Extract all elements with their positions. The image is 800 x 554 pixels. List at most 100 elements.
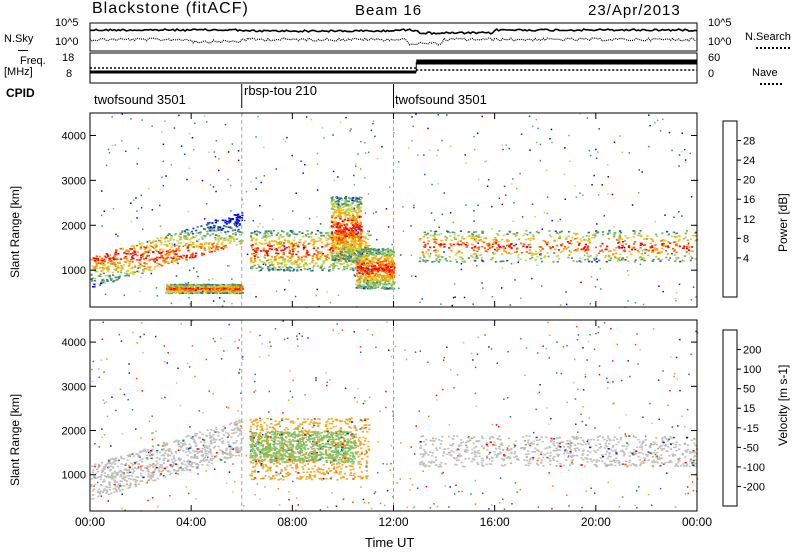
- power-echo-pixel: [95, 255, 98, 257]
- power-noise-pixel: [319, 223, 322, 225]
- power-echo-pixel: [358, 222, 361, 225]
- power-echo-pixel: [341, 220, 344, 222]
- power-echo-pixel: [196, 283, 199, 286]
- power-echo-pixel: [204, 284, 207, 287]
- power-echo-pixel: [557, 249, 561, 251]
- velocity-echo-pixel: [190, 447, 193, 449]
- power-echo-pixel: [336, 256, 339, 259]
- power-echo-pixel: [93, 283, 96, 286]
- power-echo-pixel: [360, 226, 363, 228]
- power-noise-pixel: [190, 241, 192, 243]
- power-echo-pixel: [340, 246, 343, 249]
- power-echo-pixel: [593, 236, 596, 239]
- power-noise-pixel: [203, 218, 206, 220]
- power-echo-pixel: [119, 269, 123, 272]
- velocity-echo-pixel: [223, 428, 226, 430]
- power-echo-pixel: [363, 267, 366, 269]
- power-echo-pixel: [324, 259, 327, 262]
- power-echo-pixel: [434, 237, 437, 239]
- power-echo-pixel: [357, 240, 360, 242]
- power-echo-pixel: [241, 240, 244, 242]
- power-noise-pixel: [441, 139, 443, 142]
- power-echo-pixel: [673, 249, 676, 251]
- power-echo-pixel: [390, 272, 393, 275]
- power-echo-pixel: [374, 282, 378, 284]
- power-noise-pixel: [156, 295, 159, 297]
- power-echo-pixel: [344, 242, 347, 245]
- power-noise-pixel: [111, 144, 114, 147]
- power-echo-pixel: [576, 247, 579, 250]
- power-noise-pixel: [678, 211, 680, 213]
- power-noise-pixel: [241, 113, 244, 116]
- power-noise-pixel: [321, 127, 324, 129]
- power-echo-pixel: [114, 268, 117, 270]
- power-echo-pixel: [191, 252, 194, 255]
- power-echo-pixel: [321, 246, 324, 248]
- power-echo-pixel: [343, 251, 346, 254]
- power-echo-pixel: [199, 231, 202, 233]
- power-echo-pixel: [330, 236, 333, 239]
- power-noise-pixel: [594, 286, 597, 288]
- power-echo-pixel: [220, 283, 223, 286]
- power-echo-pixel: [334, 242, 337, 244]
- power-echo-pixel: [379, 281, 382, 283]
- power-echo-pixel: [377, 259, 380, 262]
- power-echo-pixel: [506, 240, 509, 243]
- power-echo-pixel: [288, 234, 291, 236]
- power-echo-pixel: [426, 253, 429, 255]
- power-echo-pixel: [334, 225, 338, 227]
- power-echo-pixel: [300, 259, 303, 261]
- power-echo-pixel: [654, 233, 658, 236]
- power-echo-pixel: [353, 255, 356, 257]
- power-noise-pixel: [473, 210, 475, 212]
- power-noise-pixel: [284, 288, 286, 291]
- power-echo-pixel: [110, 278, 113, 280]
- cpid-label: CPID: [6, 86, 35, 100]
- power-echo-pixel: [285, 246, 288, 249]
- power-echo-pixel: [542, 240, 545, 242]
- power-echo-pixel: [376, 271, 379, 273]
- power-echo-pixel: [293, 263, 296, 265]
- power-echo-pixel: [360, 223, 363, 225]
- power-echo-pixel: [168, 284, 171, 287]
- power-echo-pixel: [281, 244, 284, 246]
- power-echo-pixel: [327, 238, 330, 240]
- power-noise-pixel: [194, 122, 196, 124]
- power-echo-pixel: [609, 232, 612, 234]
- power-echo-pixel: [598, 259, 601, 262]
- power-noise-pixel: [613, 226, 615, 228]
- power-noise-pixel: [107, 148, 110, 151]
- power-echo-pixel: [252, 232, 255, 234]
- power-echo-pixel: [296, 233, 299, 236]
- power-echo-pixel: [378, 252, 382, 255]
- power-echo-pixel: [567, 235, 570, 238]
- power-echo-pixel: [128, 261, 131, 263]
- power-echo-pixel: [338, 238, 341, 240]
- power-echo-pixel: [333, 206, 336, 209]
- power-echo-pixel: [277, 263, 280, 265]
- power-echo-pixel: [302, 244, 305, 246]
- power-echo-pixel: [192, 283, 195, 286]
- power-echo-pixel: [632, 236, 635, 238]
- power-echo-pixel: [320, 232, 323, 234]
- power-echo-pixel: [385, 283, 388, 286]
- power-echo-pixel: [358, 203, 361, 206]
- power-echo-pixel: [304, 234, 307, 236]
- power-noise-pixel: [580, 281, 582, 284]
- power-echo-pixel: [283, 248, 287, 250]
- power-noise-pixel: [191, 137, 194, 139]
- velocity-echo-pixel: [131, 468, 134, 470]
- power-echo-pixel: [454, 238, 457, 240]
- power-noise-pixel: [186, 259, 188, 261]
- power-echo-pixel: [385, 279, 388, 282]
- power-echo-pixel: [155, 250, 158, 252]
- power-echo-pixel: [185, 232, 188, 234]
- power-echo-pixel: [486, 243, 489, 245]
- power-noise-pixel: [165, 175, 167, 177]
- power-echo-pixel: [337, 222, 340, 224]
- power-echo-pixel: [346, 251, 349, 253]
- power-echo-pixel: [129, 253, 132, 255]
- power-echo-pixel: [265, 242, 268, 244]
- power-echo-pixel: [368, 259, 371, 262]
- power-echo-pixel: [516, 247, 519, 249]
